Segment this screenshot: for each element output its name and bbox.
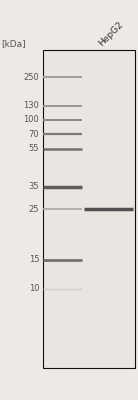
Text: [kDa]: [kDa]	[1, 39, 26, 48]
Text: 15: 15	[29, 255, 39, 264]
Text: 25: 25	[29, 204, 39, 214]
Text: 10: 10	[29, 284, 39, 293]
Text: 70: 70	[29, 130, 39, 139]
Text: HepG2: HepG2	[96, 20, 125, 48]
Bar	[43, 50, 135, 368]
Text: 100: 100	[24, 116, 39, 124]
Text: 35: 35	[29, 182, 39, 191]
Text: 130: 130	[23, 101, 39, 110]
Text: 250: 250	[24, 72, 39, 82]
Text: 55: 55	[29, 144, 39, 153]
